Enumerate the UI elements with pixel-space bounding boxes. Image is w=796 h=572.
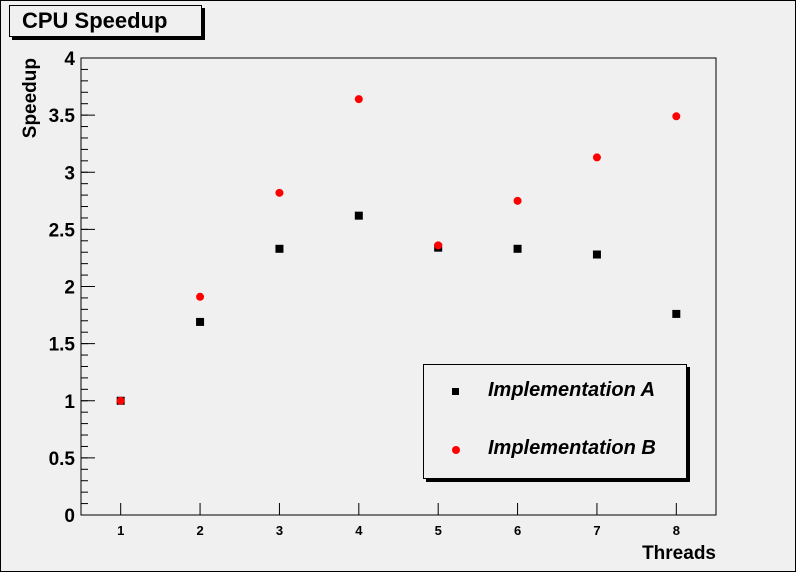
x-tick-label: 8	[673, 523, 680, 538]
data-point-series-a	[672, 309, 681, 318]
x-tick-label: 4	[355, 523, 363, 538]
legend-marker-series-b	[452, 446, 460, 454]
chart-title: CPU Speedup	[22, 8, 168, 33]
data-point-series-a	[196, 317, 205, 326]
x-tick-label: 2	[196, 523, 203, 538]
x-tick-label: 3	[276, 523, 283, 538]
data-point-series-a	[592, 250, 601, 259]
data-point-series-a	[275, 244, 284, 253]
data-point-series-b	[354, 95, 363, 104]
y-tick-label: 3	[64, 163, 75, 184]
y-tick-label: 2	[64, 278, 75, 299]
y-tick-label: 0.5	[49, 449, 76, 470]
y-axis-label: Speedup	[20, 58, 41, 138]
legend-label-series-a: Implementation A	[488, 379, 656, 401]
x-axis-label: Threads	[642, 543, 716, 564]
legend: Implementation A Implementation B	[423, 364, 687, 479]
data-point-series-b	[513, 196, 522, 205]
data-point-series-b	[116, 396, 125, 405]
y-tick-label: 1.5	[49, 335, 76, 356]
legend-label-series-b: Implementation B	[488, 437, 656, 459]
legend-marker-series-a	[452, 388, 459, 395]
data-point-series-b	[672, 112, 681, 121]
data-point-series-b	[196, 292, 205, 301]
x-tick-label: 1	[117, 523, 124, 538]
data-point-series-a	[513, 244, 522, 253]
y-tick-label: 3.5	[49, 106, 76, 127]
data-point-series-b	[275, 188, 284, 197]
x-tick-label: 5	[435, 523, 442, 538]
y-tick-label: 0	[64, 506, 75, 527]
chart-title-box: CPU Speedup	[9, 5, 202, 37]
x-tick-label: 7	[593, 523, 600, 538]
data-point-series-b	[592, 153, 601, 162]
x-tick-label: 6	[514, 523, 521, 538]
y-tick-label: 4	[64, 49, 75, 70]
y-tick-label: 2.5	[49, 220, 76, 241]
y-tick-label: 1	[64, 392, 75, 413]
data-point-series-a	[354, 211, 363, 220]
data-point-series-b	[434, 241, 443, 250]
